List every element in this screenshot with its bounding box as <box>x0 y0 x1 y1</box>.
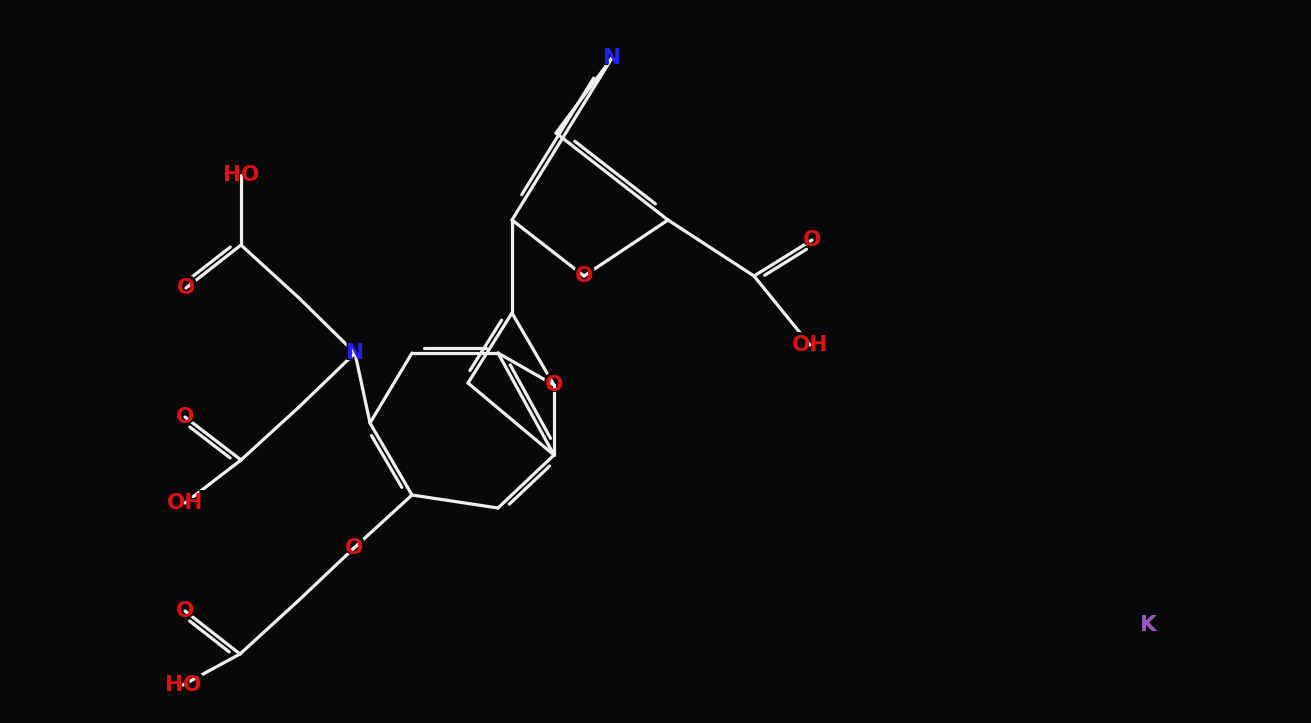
Text: OH: OH <box>787 332 832 358</box>
Text: N: N <box>346 343 364 363</box>
Text: O: O <box>173 404 197 430</box>
Text: N: N <box>603 48 621 68</box>
Text: O: O <box>173 598 197 624</box>
Text: O: O <box>176 601 194 621</box>
Text: O: O <box>342 535 366 561</box>
Text: N: N <box>343 340 366 366</box>
Text: HO: HO <box>223 165 260 185</box>
Text: O: O <box>545 375 564 395</box>
Text: O: O <box>574 266 593 286</box>
Text: K: K <box>1139 615 1156 635</box>
Text: HO: HO <box>160 672 206 698</box>
Text: OH: OH <box>792 335 829 355</box>
Text: O: O <box>802 230 821 250</box>
Text: HO: HO <box>165 675 201 695</box>
Text: HO: HO <box>218 162 264 188</box>
Text: O: O <box>174 275 198 301</box>
Text: OH: OH <box>163 490 208 516</box>
Text: K: K <box>1138 612 1159 638</box>
Text: O: O <box>177 278 195 298</box>
Text: O: O <box>801 227 823 253</box>
Text: O: O <box>345 538 363 558</box>
Text: O: O <box>543 372 565 398</box>
Text: K: K <box>1139 615 1156 635</box>
Text: OH: OH <box>166 493 203 513</box>
Text: O: O <box>573 263 595 289</box>
Text: N: N <box>600 45 623 71</box>
Text: K: K <box>1138 612 1159 638</box>
Text: O: O <box>176 407 194 427</box>
